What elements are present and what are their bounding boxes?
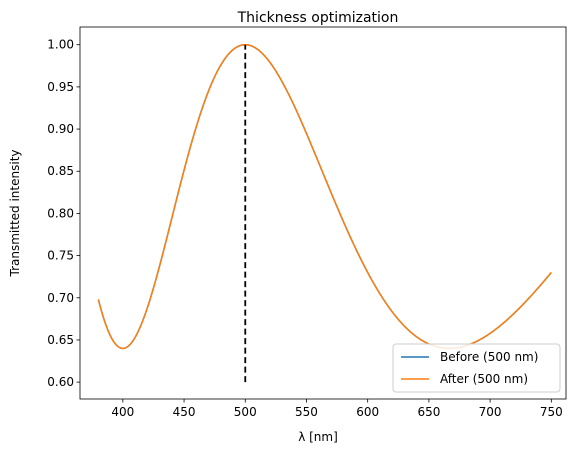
y-tick-label: 0.95: [47, 80, 74, 94]
x-tick-label: 650: [417, 405, 440, 419]
y-axis: 0.60 0.65 0.70 0.75 0.80 0.85 0.90 0.95 1.00: [47, 38, 80, 389]
x-axis: 400 450 500 550 600 650 700 750: [111, 399, 563, 419]
legend-label-after: After (500 nm): [440, 372, 528, 386]
x-tick-label: 500: [234, 405, 257, 419]
y-tick-label: 0.80: [47, 206, 74, 220]
y-tick-label: 0.65: [47, 333, 74, 347]
legend: Before (500 nm) After (500 nm): [392, 343, 561, 393]
x-tick-label: 600: [356, 405, 379, 419]
x-axis-label: λ [nm]: [298, 430, 338, 444]
legend-box: [392, 343, 561, 393]
legend-label-before: Before (500 nm): [440, 350, 538, 364]
y-tick-label: 0.70: [47, 291, 74, 305]
series-line-after: [97, 43, 552, 350]
plot-frame: [79, 26, 567, 400]
x-tick-label: 450: [173, 405, 196, 419]
x-tick-label: 700: [479, 405, 502, 419]
y-tick-label: 0.60: [47, 375, 74, 389]
x-tick-label: 400: [111, 405, 134, 419]
y-tick-label: 0.85: [47, 164, 74, 178]
x-tick-label: 750: [540, 405, 563, 419]
y-tick-label: 0.90: [47, 122, 74, 136]
x-tick-label: 550: [295, 405, 318, 419]
plot-lines: [97, 43, 552, 383]
chart-title: Thickness optimization: [237, 10, 399, 26]
y-axis-label: Transmitted intensity: [8, 150, 22, 278]
y-tick-label: 1.00: [47, 38, 74, 52]
y-tick-label: 0.75: [47, 249, 74, 263]
series-line-before: [97, 43, 552, 350]
